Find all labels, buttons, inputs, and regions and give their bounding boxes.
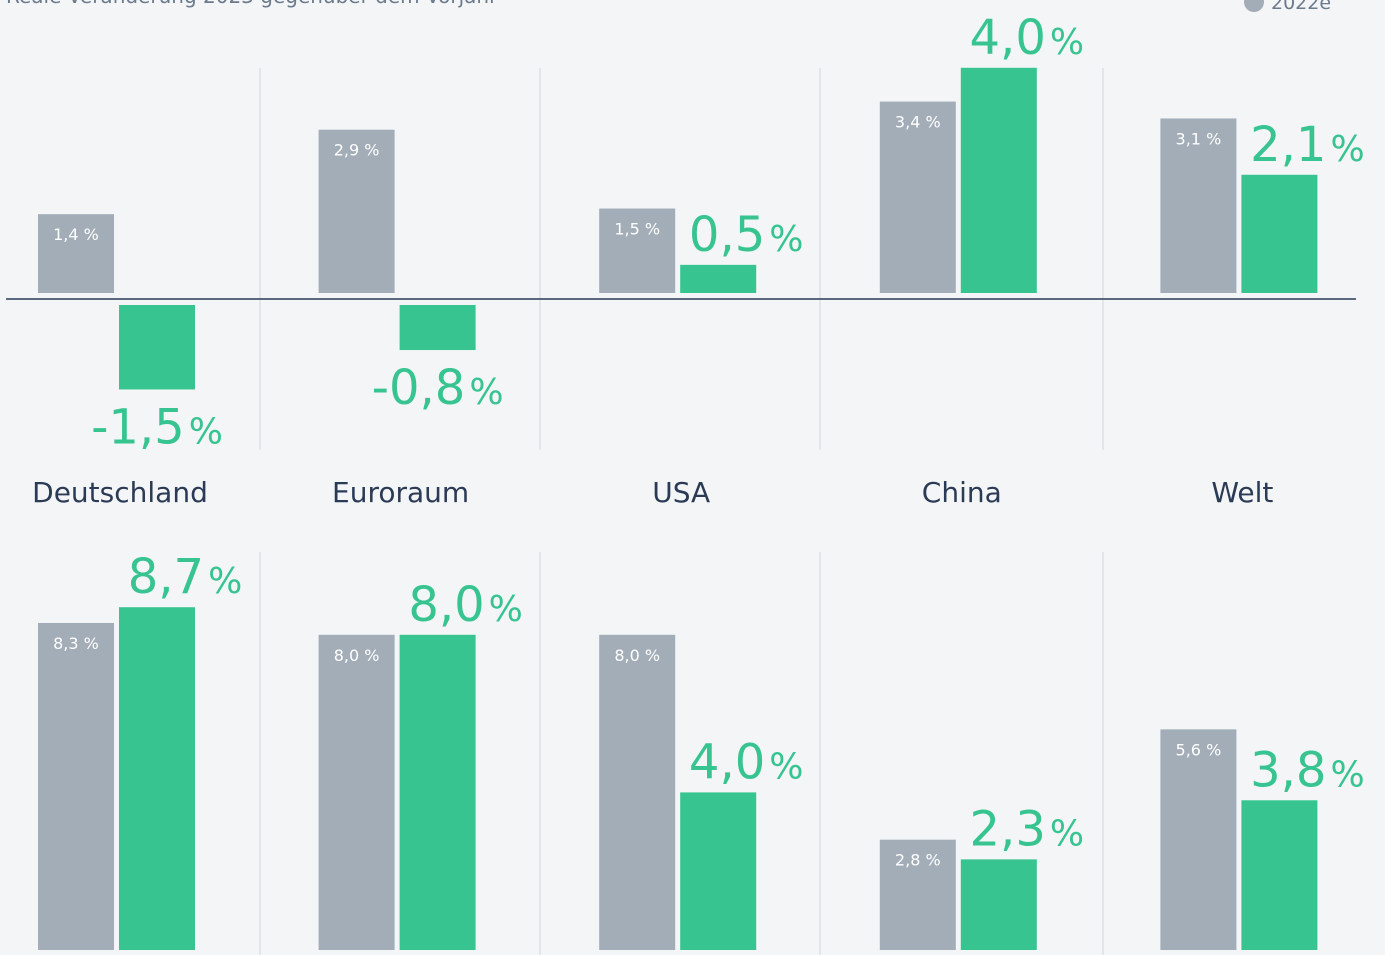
- value-label: 2,1%: [1250, 117, 1365, 173]
- bar: [960, 859, 1037, 950]
- value-label: 2,9 %: [334, 141, 380, 160]
- bar: [680, 264, 757, 293]
- value-unit: %: [208, 561, 242, 602]
- value-unit: %: [769, 746, 803, 787]
- value-label: -1,5%: [91, 399, 223, 455]
- value-number: 4,0: [970, 10, 1046, 66]
- value-label: 8,0 %: [334, 646, 380, 665]
- bar: [879, 839, 956, 950]
- bar: [1160, 729, 1237, 950]
- bar: [680, 792, 757, 950]
- value-label: 5,6 %: [1176, 740, 1222, 759]
- bar: [599, 208, 676, 293]
- bar: [960, 67, 1037, 293]
- value-unit: %: [769, 219, 803, 260]
- bar: [399, 305, 476, 351]
- value-label: 8,0 %: [614, 646, 660, 665]
- value-label: 4,0%: [970, 10, 1085, 66]
- value-label: 8,3 %: [53, 634, 99, 653]
- bar: [38, 214, 114, 293]
- bar: [599, 634, 676, 950]
- value-label: 3,4 %: [895, 113, 941, 132]
- value-unit: %: [1050, 22, 1084, 63]
- value-unit: %: [1330, 129, 1364, 170]
- value-label: 4,0%: [689, 734, 804, 790]
- value-label: 3,1 %: [1176, 129, 1222, 148]
- category-label: Euroraum: [332, 476, 469, 509]
- bar: [38, 622, 114, 950]
- category-label: China: [922, 476, 1002, 509]
- value-number: 2,3: [970, 801, 1046, 857]
- bar: [1241, 800, 1318, 950]
- value-number: -0,8: [372, 360, 466, 416]
- value-number: 8,0: [408, 577, 484, 633]
- value-number: 2,1: [1250, 117, 1326, 173]
- bar: [1160, 118, 1237, 293]
- value-label: 2,3%: [970, 801, 1085, 857]
- chart-title: Reale Veränderung 2023 gegenüber dem Vor…: [6, 0, 498, 8]
- value-number: 0,5: [689, 207, 765, 263]
- legend-label: 2022e: [1271, 0, 1331, 14]
- bar: [119, 607, 195, 950]
- value-unit: %: [1330, 754, 1364, 795]
- value-number: 8,7: [128, 549, 204, 605]
- value-label: 3,8%: [1250, 742, 1365, 798]
- value-label: 1,5 %: [614, 220, 660, 239]
- value-label: -0,8%: [372, 360, 504, 416]
- value-unit: %: [1050, 813, 1084, 854]
- category-label: USA: [652, 476, 710, 509]
- value-label: 1,4 %: [53, 225, 99, 244]
- value-number: 3,8: [1250, 742, 1326, 798]
- value-unit: %: [489, 589, 523, 630]
- value-label: 0,5%: [689, 207, 804, 263]
- value-label: 8,0%: [408, 577, 523, 633]
- value-number: -1,5: [91, 399, 185, 455]
- category-label: Welt: [1211, 476, 1273, 509]
- value-unit: %: [469, 372, 503, 413]
- value-number: 4,0: [689, 734, 765, 790]
- bar: [879, 101, 956, 293]
- value-label: 2,8 %: [895, 851, 941, 870]
- legend-swatch: [1244, 0, 1264, 12]
- bar: [318, 634, 395, 950]
- bar: [318, 129, 395, 293]
- bar: [1241, 174, 1318, 293]
- value-unit: %: [189, 411, 223, 452]
- bar: [399, 634, 476, 950]
- category-label: Deutschland: [32, 476, 208, 509]
- bar: [119, 305, 195, 390]
- value-label: 8,7%: [128, 549, 243, 605]
